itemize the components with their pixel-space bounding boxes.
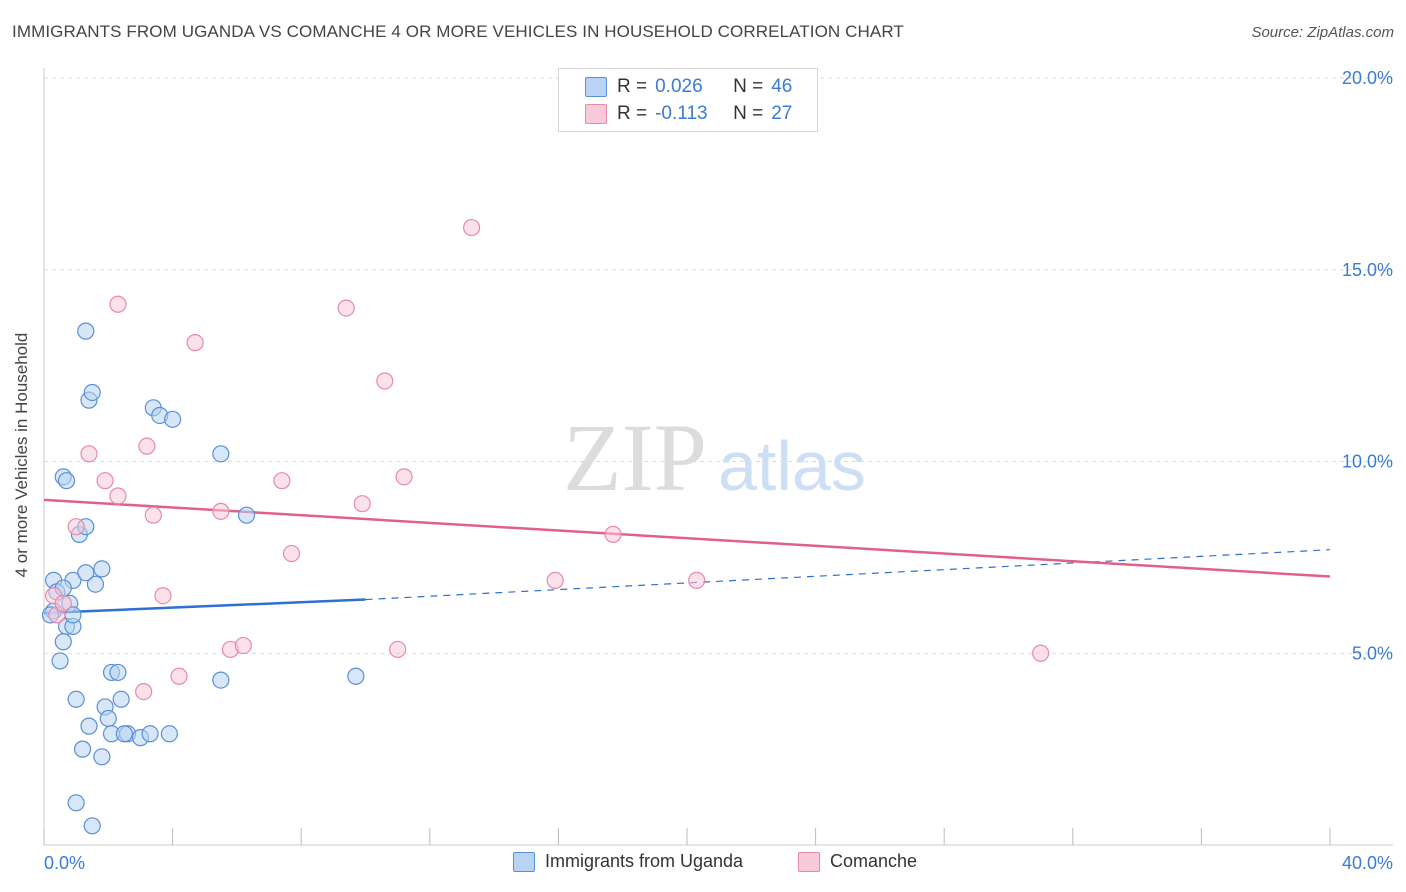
uganda-point	[93, 560, 111, 578]
comanche-point	[234, 636, 252, 655]
uganda-legend-swatch	[513, 851, 535, 872]
legend-label-comanche: Comanche	[830, 851, 918, 871]
comanche-point	[144, 506, 162, 524]
uganda-point	[80, 717, 98, 735]
comanche-point	[688, 571, 706, 589]
legend-row-uganda: R = 0.026 N = 46	[585, 75, 793, 99]
x-tick-label: 40.0%	[1342, 853, 1393, 873]
axes	[43, 68, 1393, 846]
comanche-point	[67, 518, 85, 536]
x-tick-label: 0.0%	[44, 853, 85, 873]
uganda-point	[212, 671, 230, 689]
uganda-point	[77, 564, 95, 582]
comanche-point	[389, 640, 407, 659]
y-axis-label: 4 or more Vehicles in Household	[12, 332, 31, 578]
comanche-point	[186, 334, 204, 352]
source-label: Source: ZipAtlas.com	[1251, 24, 1394, 41]
grid-lines	[44, 77, 1393, 654]
n-label: N =	[733, 76, 764, 97]
tick-labels: 5.0% 10.0% 15.0% 20.0% 0.0% 40.0%	[44, 68, 1393, 873]
comanche-point	[138, 437, 156, 455]
comanche-point	[96, 472, 114, 490]
comanche-trend-line	[43, 498, 1331, 578]
comanche-point	[80, 445, 98, 463]
uganda-point	[212, 445, 230, 463]
uganda-point	[54, 633, 72, 651]
comanche-point	[546, 571, 564, 589]
uganda-point	[347, 667, 365, 685]
y-tick-label: 15.0%	[1342, 260, 1393, 280]
uganda-point	[83, 383, 101, 402]
uganda-point	[164, 410, 182, 428]
uganda-point	[57, 472, 76, 490]
uganda-point	[67, 794, 85, 812]
uganda-trend-extension	[365, 549, 1331, 601]
chart-title: IMMIGRANTS FROM UGANDA VS COMANCHE 4 OR …	[12, 22, 904, 41]
uganda-point	[67, 690, 85, 708]
y-tick-label: 20.0%	[1342, 68, 1393, 88]
comanche-point	[395, 468, 413, 486]
n-label: N =	[733, 103, 764, 124]
comanche-point	[376, 372, 394, 390]
uganda-point	[141, 725, 159, 743]
watermark-atlas: atlas	[718, 427, 866, 505]
uganda-point	[109, 663, 127, 682]
uganda-point	[237, 506, 256, 524]
comanche-point	[170, 667, 188, 685]
r-label: R =	[617, 76, 648, 97]
comanche-point	[212, 502, 230, 520]
comanche-point	[282, 544, 301, 563]
legend-item-uganda: Immigrants from Uganda	[513, 851, 743, 872]
data-points	[41, 218, 1050, 835]
uganda-point	[51, 652, 69, 670]
n-value: 46	[771, 76, 793, 97]
comanche-point	[54, 594, 72, 612]
uganda-point	[115, 725, 133, 743]
uganda-point	[99, 709, 117, 728]
comanche-point	[462, 218, 481, 237]
r-value: 0.026	[655, 76, 703, 97]
legend-item-comanche: Comanche	[798, 851, 917, 872]
comanche-point	[135, 682, 153, 701]
watermark: ZIP atlas	[563, 404, 866, 511]
comanche-legend-swatch	[798, 851, 820, 872]
comanche-point	[154, 587, 172, 605]
uganda-trend-line	[43, 598, 366, 615]
n-value: 27	[771, 103, 793, 124]
y-tick-label: 10.0%	[1342, 452, 1393, 472]
r-value: -0.113	[655, 103, 708, 124]
uganda-point	[160, 725, 178, 743]
trend-lines	[43, 498, 1331, 615]
comanche-point	[273, 472, 291, 490]
comanche-point	[1032, 644, 1050, 662]
comanche-point	[109, 295, 127, 313]
comanche-point	[109, 487, 127, 505]
uganda-swatch	[585, 77, 607, 97]
y-tick-label: 5.0%	[1352, 643, 1393, 663]
uganda-point	[86, 575, 105, 593]
uganda-point	[112, 690, 130, 708]
uganda-point	[77, 322, 95, 340]
comanche-point	[353, 495, 371, 513]
uganda-point	[83, 817, 101, 835]
r-label: R =	[617, 103, 648, 124]
uganda-point	[73, 740, 92, 758]
comanche-point	[337, 299, 355, 317]
watermark-zip: ZIP	[563, 404, 707, 511]
legend-row-comanche: R = -0.113 N = 27	[585, 102, 793, 126]
legend-label-uganda: Immigrants from Uganda	[545, 851, 744, 871]
stats-legend: R = 0.026 N = 46 R = -0.113 N = 27	[558, 68, 818, 132]
comanche-swatch	[585, 104, 607, 124]
comanche-point	[604, 525, 622, 543]
uganda-point	[93, 748, 111, 766]
